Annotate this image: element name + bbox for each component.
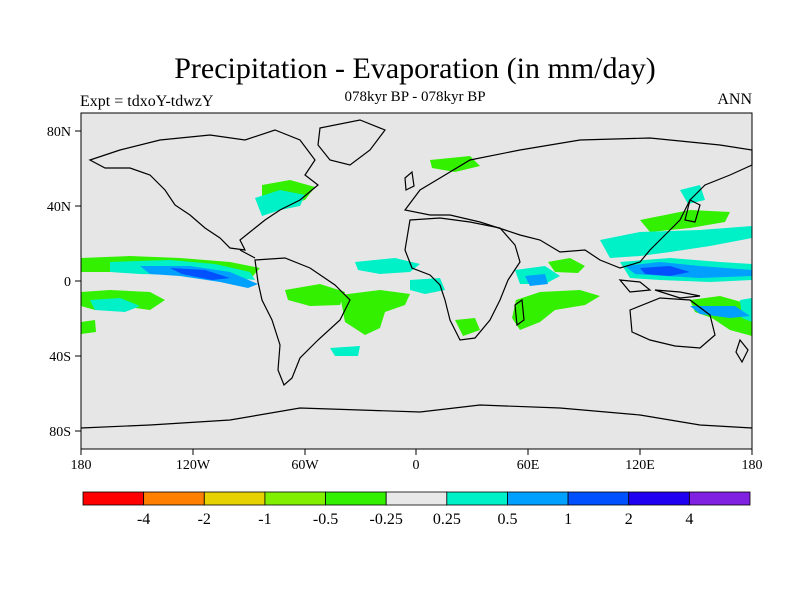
colorbar-labels: -4 -2 -1 -0.5 -0.25 0.25 0.5 1 2 4 xyxy=(137,511,693,528)
colorbar-label: 4 xyxy=(685,511,693,528)
field-patch xyxy=(90,298,140,312)
x-tick-label: 120E xyxy=(625,458,655,473)
y-tick-label: 40S xyxy=(49,350,71,365)
x-tick-label: 180 xyxy=(71,458,92,473)
coastlines xyxy=(80,119,753,429)
field-patch xyxy=(525,274,548,286)
colorbar-swatch xyxy=(385,491,448,506)
colorbar-swatch xyxy=(567,491,630,506)
x-tick-label: 0 xyxy=(413,458,420,473)
colorbar-swatch xyxy=(82,491,145,506)
y-tick-label: 40N xyxy=(47,200,71,215)
colorbar-label: 1 xyxy=(564,511,572,528)
colorbar-swatch xyxy=(688,491,751,506)
field-patch xyxy=(170,268,230,280)
colorbar-label: -2 xyxy=(198,511,211,528)
field-patch xyxy=(255,190,305,216)
precip-minus-evap-field xyxy=(81,156,752,356)
field-patch xyxy=(340,290,410,335)
colorbar-label: -0.25 xyxy=(370,511,403,528)
x-tick-label: 120W xyxy=(176,458,211,473)
field-patch xyxy=(355,258,420,274)
colorbar-label: -4 xyxy=(137,511,150,528)
colorbar-label: -0.5 xyxy=(313,511,338,528)
x-tick-label: 60W xyxy=(291,458,319,473)
field-patch xyxy=(330,346,360,356)
colorbar-label: 2 xyxy=(625,511,633,528)
experiment-label: Expt = tdxoY-tdwzY xyxy=(80,93,214,110)
field-patch xyxy=(81,320,96,334)
field-patch xyxy=(690,306,750,318)
plot-subtitle: 078kyr BP - 078kyr BP xyxy=(344,89,486,105)
field-patch xyxy=(285,284,345,306)
colorbar-swatch xyxy=(143,491,205,506)
colorbar xyxy=(82,491,751,506)
x-tick-label: 60E xyxy=(517,458,540,473)
colorbar-swatch xyxy=(446,491,508,506)
field-patch xyxy=(548,258,585,273)
field-patch xyxy=(430,156,480,172)
y-tick-label: 80N xyxy=(47,125,71,140)
y-tick-label: 80S xyxy=(49,425,71,440)
field-patch xyxy=(640,266,690,276)
axis-ticks xyxy=(75,130,753,455)
colorbar-label: -1 xyxy=(258,511,271,528)
field-patch xyxy=(512,290,600,330)
field-patch xyxy=(680,185,705,204)
colorbar-swatch xyxy=(203,491,266,506)
y-tick-label: 0 xyxy=(64,275,71,290)
colorbar-swatch xyxy=(507,491,569,506)
season-label: ANN xyxy=(717,91,752,108)
colorbar-swatch xyxy=(325,491,387,506)
colorbar-label: 0.25 xyxy=(433,511,461,528)
colorbar-label: 0.5 xyxy=(497,511,517,528)
colorbar-swatch xyxy=(264,491,326,506)
field-patch xyxy=(455,318,480,336)
plot-title: Precipitation - Evaporation (in mm/day) xyxy=(174,52,656,85)
field-patch xyxy=(600,226,752,258)
x-tick-label: 180 xyxy=(742,458,763,473)
colorbar-swatch xyxy=(628,491,690,506)
field-patch xyxy=(640,210,730,232)
